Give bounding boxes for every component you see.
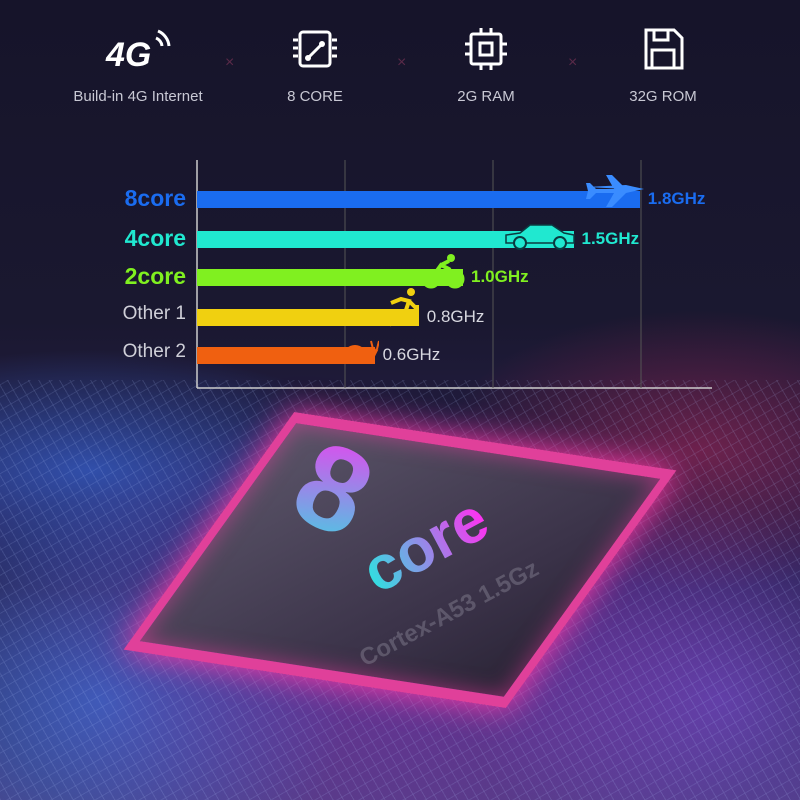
processor-board-icon: [293, 30, 337, 68]
feature-rom: 32G ROM: [573, 26, 753, 105]
feature-label: 32G ROM: [629, 88, 697, 105]
bar-4core: [197, 231, 574, 248]
value-label: 1.5GHz: [581, 229, 640, 248]
category-label: 2core: [124, 263, 186, 289]
cpu-chip-icon: [465, 28, 507, 70]
category-label: Other 1: [122, 303, 186, 324]
feature-ram: 2G RAM: [396, 26, 576, 105]
runner-icon: [387, 287, 421, 332]
snail-icon: [335, 333, 380, 364]
separator: ×: [568, 54, 578, 71]
feature-4g: 4G Build-in 4G Internet: [48, 26, 228, 105]
category-label: Other 2: [122, 341, 186, 362]
feature-label: Build-in 4G Internet: [73, 88, 203, 105]
floppy-disk-icon: [644, 28, 684, 70]
bar-8core: [197, 191, 640, 208]
bar-other-2: [197, 347, 375, 364]
svg-text:4G: 4G: [105, 36, 151, 72]
value-label: 0.6GHz: [382, 345, 441, 364]
car-icon: [504, 221, 576, 256]
cyclist-icon: [421, 253, 465, 294]
separator: ×: [397, 54, 407, 71]
bar-other-1: [197, 309, 419, 326]
bar-2core: [197, 269, 463, 286]
jet-plane-icon: [584, 169, 646, 214]
value-label: 1.8GHz: [647, 189, 706, 208]
feature-cores: 8 CORE: [225, 26, 405, 105]
value-label: 0.8GHz: [426, 307, 485, 326]
category-label: 8core: [124, 185, 186, 211]
separator: ×: [225, 54, 235, 71]
feature-label: 8 CORE: [287, 88, 343, 105]
value-label: 1.0GHz: [471, 267, 529, 286]
4g-signal-icon: 4G: [105, 29, 171, 72]
feature-label: 2G RAM: [457, 88, 515, 105]
cpu-speed-bar-chart: 8core 1.8GHz 4core 1.5GHz 2core 1.0GHz Othe…: [122, 160, 712, 389]
category-label: 4core: [124, 225, 186, 251]
